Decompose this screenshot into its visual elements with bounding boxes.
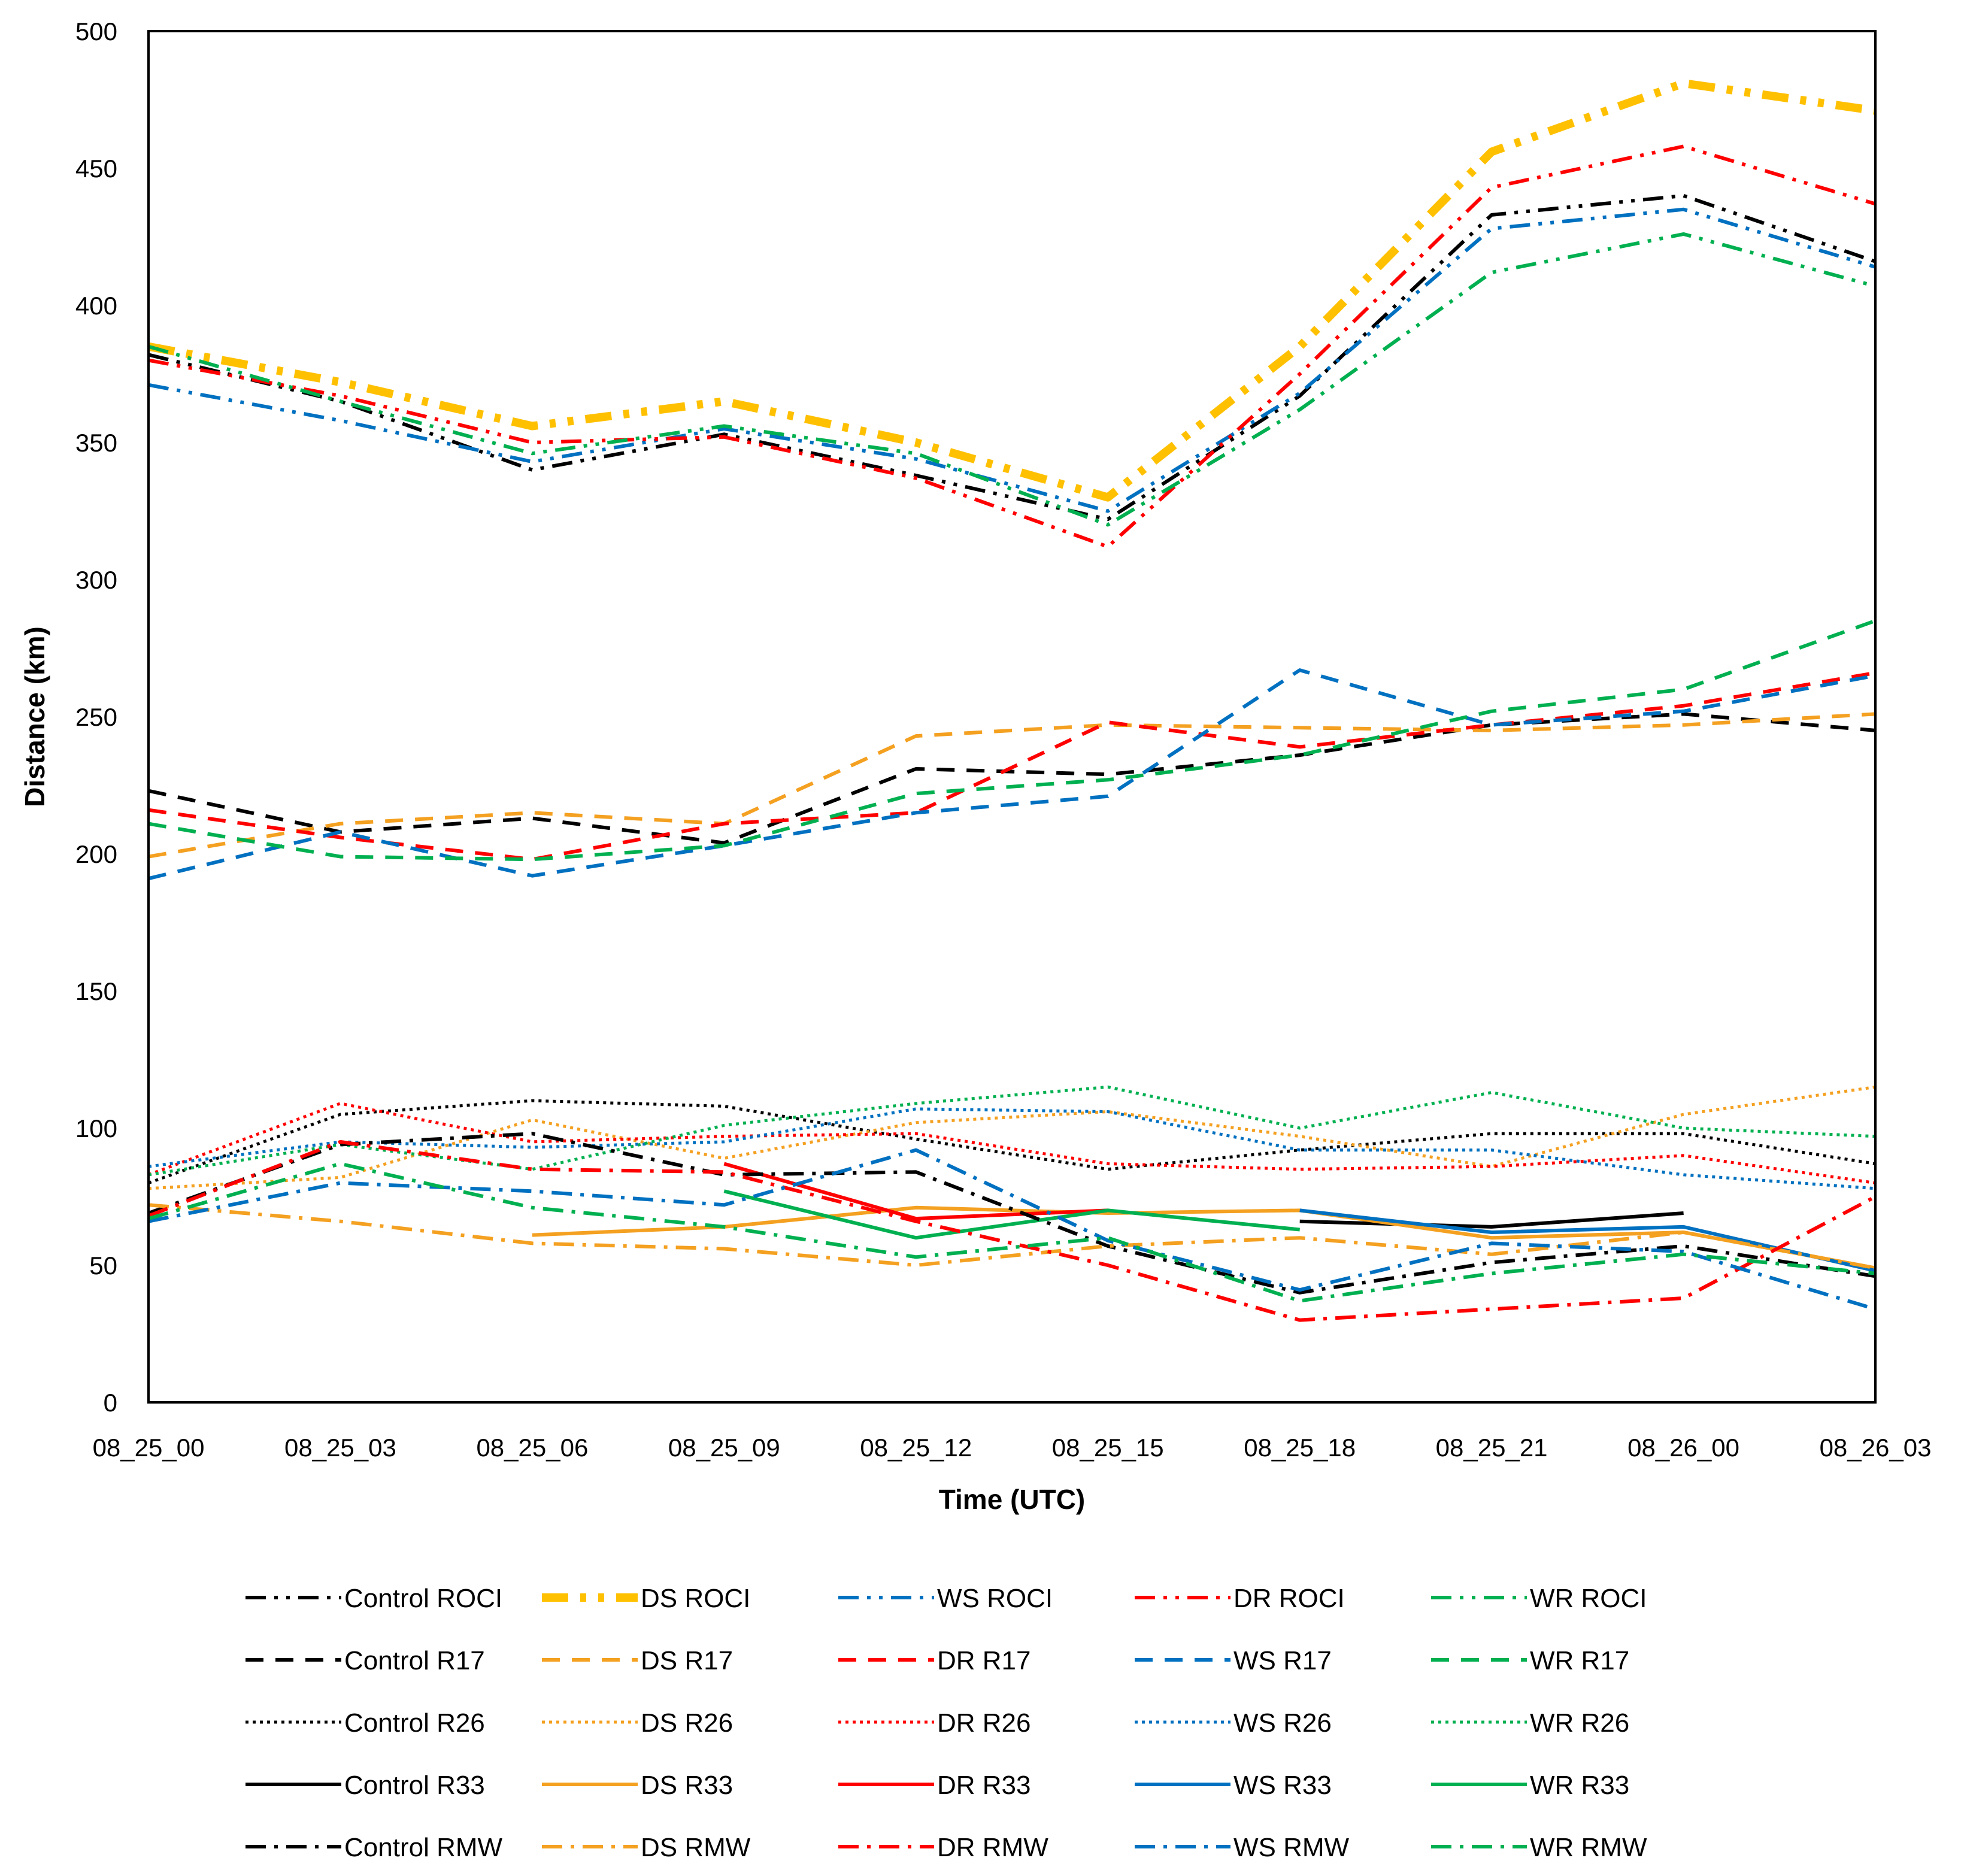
series-line-dr-rmw [147, 1139, 1877, 1322]
series-line-ds-r26 [148, 1085, 1876, 1190]
legend-label-control-r17: Control R17 [344, 1646, 485, 1675]
series-layer [147, 79, 1877, 1322]
legend-label-control-r26: Control R26 [344, 1708, 485, 1738]
y-tick-label: 300 [75, 566, 117, 594]
legend-label-ws-r33: WS R33 [1233, 1771, 1332, 1800]
x-tick-label: 08_25_00 [93, 1433, 205, 1462]
legend-label-wr-roci: WR ROCI [1530, 1584, 1647, 1613]
x-tick-label: 08_25_06 [476, 1433, 588, 1462]
legend-label-dr-rmw: DR RMW [937, 1833, 1048, 1862]
series-line-ws-r26 [148, 1107, 1876, 1190]
y-tick-label: 100 [75, 1114, 117, 1142]
legend-label-dr-r33: DR R33 [937, 1771, 1031, 1800]
x-tick-label: 08_25_12 [860, 1433, 972, 1462]
legend-label-ds-rmw: DS RMW [641, 1833, 751, 1862]
legend-label-wr-rmw: WR RMW [1530, 1833, 1647, 1862]
series-line-ws-roci [148, 207, 1876, 513]
legend-label-control-rmw: Control RMW [344, 1833, 502, 1862]
series-line-ds-r17 [148, 712, 1876, 859]
series-line-wr-r17 [148, 619, 1877, 862]
y-tick-label: 0 [104, 1389, 117, 1417]
series-line-dr-r26 [148, 1102, 1876, 1185]
y-tick-label: 450 [75, 154, 117, 183]
legend-label-ws-roci: WS ROCI [937, 1584, 1053, 1613]
legend-label-ds-r17: DS R17 [641, 1646, 733, 1675]
legend-label-ds-r33: DS R33 [641, 1771, 733, 1800]
y-tick-label: 200 [75, 840, 117, 868]
series-line-wr-r26 [148, 1085, 1876, 1177]
series-line-ds-roci [147, 79, 1876, 502]
y-tick-label: 250 [75, 703, 117, 731]
series-line-wr-rmw [148, 1162, 1876, 1303]
plot-frame [147, 30, 1877, 1404]
legend: Control ROCI DS ROCI WS ROCI DR ROCI WR ROCI… [246, 1584, 1647, 1862]
x-tick-label: 08_26_00 [1627, 1433, 1739, 1462]
legend-label-dr-roci: DR ROCI [1233, 1584, 1345, 1613]
y-tick-label: 400 [75, 292, 117, 320]
y-tick-label: 500 [75, 17, 117, 46]
series-line-ds-r33 [532, 1205, 1876, 1270]
x-axis-ticks: 08_25_00 08_25_03 08_25_06 08_25_09 08_25_12… [93, 1433, 1932, 1462]
legend-label-wr-r26: WR R26 [1530, 1708, 1629, 1738]
series-line-control-r17 [148, 712, 1876, 845]
y-axis-title: Distance (km) [19, 626, 50, 807]
y-tick-label: 350 [75, 429, 117, 457]
y-axis-ticks: 0 50 100 150 200 250 300 350 400 450 500 [75, 17, 117, 1417]
series-line-wr-roci [148, 232, 1876, 527]
legend-label-ds-r26: DS R26 [641, 1708, 733, 1738]
legend-label-dr-r26: DR R26 [937, 1708, 1031, 1738]
series-line-dr-r33 [723, 1162, 1108, 1221]
x-tick-label: 08_25_18 [1244, 1433, 1356, 1462]
series-line-control-rmw [147, 1132, 1876, 1295]
legend-label-ws-rmw: WS RMW [1233, 1833, 1350, 1862]
legend-label-ws-r17: WS R17 [1233, 1646, 1332, 1675]
legend-label-ds-roci: DS ROCI [641, 1584, 750, 1613]
legend-label-control-roci: Control ROCI [344, 1584, 502, 1613]
x-tick-label: 08_26_03 [1820, 1433, 1932, 1462]
y-tick-label: 50 [89, 1251, 117, 1280]
x-tick-label: 08_25_09 [668, 1433, 780, 1462]
legend-label-ws-r26: WS R26 [1233, 1708, 1332, 1738]
series-line-ws-r17 [148, 668, 1876, 881]
series-line-dr-roci [148, 144, 1876, 548]
x-tick-label: 08_25_21 [1436, 1433, 1548, 1462]
series-line-wr-r33 [723, 1189, 1300, 1240]
series-line-dr-r17 [148, 671, 1876, 862]
legend-label-wr-r33: WR R33 [1530, 1771, 1629, 1800]
legend-label-dr-r17: DR R17 [937, 1646, 1031, 1675]
x-tick-label: 08_25_03 [284, 1433, 396, 1462]
legend-label-wr-r17: WR R17 [1530, 1646, 1629, 1675]
series-line-ds-rmw [148, 1203, 1876, 1270]
legend-label-control-r33: Control R33 [344, 1771, 485, 1800]
y-tick-label: 150 [75, 977, 117, 1005]
x-tick-label: 08_25_15 [1052, 1433, 1164, 1462]
x-axis-title: Time (UTC) [939, 1484, 1086, 1515]
series-line-control-r33 [1299, 1211, 1684, 1229]
